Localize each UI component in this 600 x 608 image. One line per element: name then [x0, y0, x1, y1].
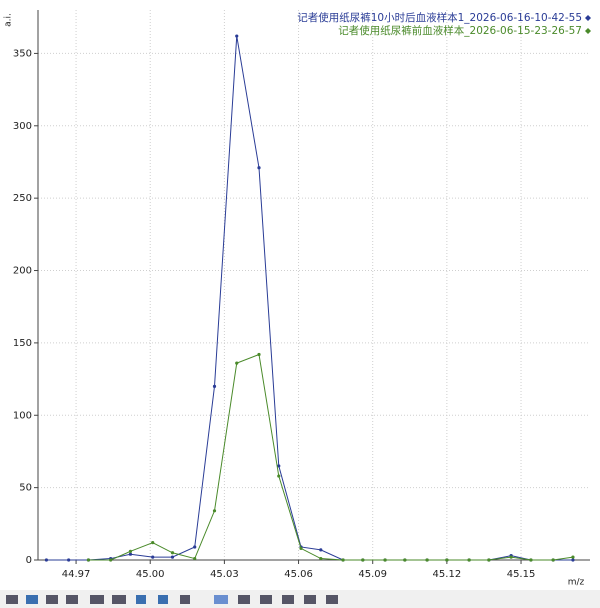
toolbar: [0, 590, 600, 608]
legend-marker: [585, 28, 591, 34]
y-tick-label: 200: [13, 266, 32, 277]
data-point: [277, 474, 281, 478]
x-tick-label: 45.00: [136, 569, 165, 580]
data-point: [212, 384, 217, 388]
tool-icon[interactable]: [158, 595, 168, 604]
data-point: [403, 558, 407, 562]
tool-icon[interactable]: [46, 595, 58, 604]
tool-icon[interactable]: [180, 595, 190, 604]
tool-icon[interactable]: [112, 595, 126, 604]
series-line: [46, 35, 573, 561]
data-point: [67, 558, 71, 562]
data-point: [257, 166, 261, 170]
data-point: [193, 556, 197, 561]
tool-icon[interactable]: [238, 595, 250, 604]
data-point: [571, 558, 575, 562]
data-point: [445, 558, 449, 562]
x-tick-label: 45.09: [358, 569, 387, 580]
data-point: [341, 558, 345, 562]
y-tick-label: 150: [13, 338, 32, 349]
data-point: [361, 558, 365, 562]
data-point: [571, 555, 575, 559]
x-tick-label: 45.12: [433, 569, 462, 580]
data-point: [44, 558, 49, 562]
y-tick-label: 250: [13, 193, 32, 204]
data-point: [170, 555, 175, 559]
data-point: [128, 552, 133, 556]
toolbar-bg: [0, 590, 600, 608]
data-point: [235, 361, 239, 365]
data-point: [509, 555, 513, 559]
y-tick-label: 350: [13, 48, 32, 59]
data-point: [170, 551, 175, 555]
data-point: [109, 558, 113, 562]
legend-marker: [585, 15, 591, 21]
legend-label: 记者使用纸尿裤前血液样本_2026-06-15-23-26-57: [338, 24, 582, 37]
x-tick-label: 44.97: [62, 569, 91, 580]
tool-icon[interactable]: [6, 595, 18, 604]
y-tick-label: 100: [13, 410, 32, 421]
data-point: [467, 558, 471, 562]
tool-icon[interactable]: [90, 595, 104, 604]
y-tick-label: 50: [19, 483, 32, 494]
tool-icon[interactable]: [282, 595, 294, 604]
data-point: [212, 509, 217, 513]
data-point: [277, 464, 281, 468]
data-point: [128, 549, 133, 553]
tool-icon[interactable]: [304, 595, 316, 604]
data-point: [86, 558, 91, 562]
tool-icon[interactable]: [326, 595, 338, 604]
x-axis-label: m/z: [568, 578, 585, 588]
data-point: [319, 548, 323, 552]
data-point: [529, 558, 533, 562]
data-point: [151, 541, 155, 545]
series-line: [88, 353, 574, 561]
data-point: [151, 555, 155, 559]
y-tick-label: 300: [13, 121, 32, 132]
data-point: [193, 545, 197, 549]
data-point: [299, 546, 303, 551]
x-tick-label: 45.15: [507, 569, 536, 580]
data-point: [257, 352, 261, 357]
tool-icon[interactable]: [66, 595, 78, 604]
data-point: [487, 558, 491, 562]
x-tick-label: 45.06: [284, 569, 313, 580]
tool-icon[interactable]: [26, 595, 38, 604]
tool-icon[interactable]: [260, 595, 272, 604]
data-point: [551, 558, 555, 562]
y-axis-label: a.i.: [4, 13, 14, 27]
data-point: [319, 556, 323, 561]
y-tick-label: 0: [26, 555, 32, 566]
data-point: [425, 558, 429, 562]
x-tick-label: 45.03: [210, 569, 239, 580]
tool-icon[interactable]: [136, 595, 146, 604]
legend-label: 记者使用纸尿裤10小时后血液样本1_2026-06-16-10-42-55: [297, 11, 582, 24]
data-point: [383, 558, 387, 562]
tool-icon[interactable]: [214, 595, 228, 604]
data-point: [235, 34, 239, 38]
